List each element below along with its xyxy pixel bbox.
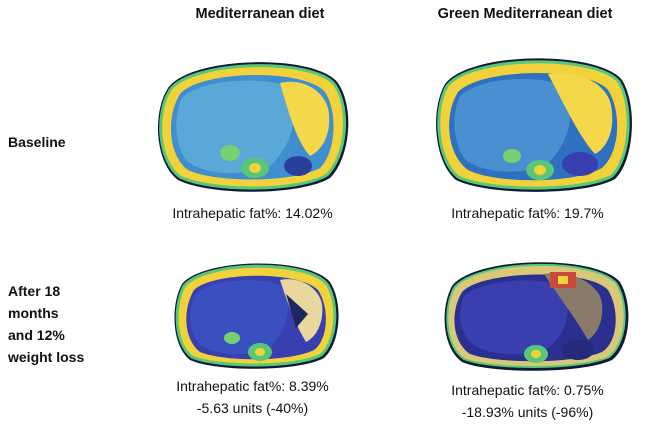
mri-scan-mediterranean-baseline <box>157 62 349 192</box>
mri-scan-green-mediterranean-after <box>444 262 629 371</box>
column-title-green-mediterranean: Green Mediterranean diet <box>437 6 613 22</box>
column-title-mediterranean: Mediterranean diet <box>195 6 325 22</box>
mri-scan-mediterranean-after <box>174 263 339 369</box>
caption-mediterranean-after: Intrahepatic fat%: 8.39% <box>176 378 329 394</box>
caption-green-mediterranean-after: Intrahepatic fat%: 0.75% <box>451 382 604 398</box>
caption-green-mediterranean-baseline: Intrahepatic fat%: 19.7% <box>451 205 604 221</box>
change-green-mediterranean-after: -18.93% units (-96%) <box>461 404 594 420</box>
mri-scan-green-mediterranean-baseline <box>436 58 632 192</box>
row-label-after-18-months: After 18 months and 12% weight loss <box>8 283 85 365</box>
row-label-baseline: Baseline <box>8 134 66 150</box>
caption-mediterranean-baseline: Intrahepatic fat%: 14.02% <box>172 205 333 221</box>
change-mediterranean-after: -5.63 units (-40%) <box>196 400 309 416</box>
